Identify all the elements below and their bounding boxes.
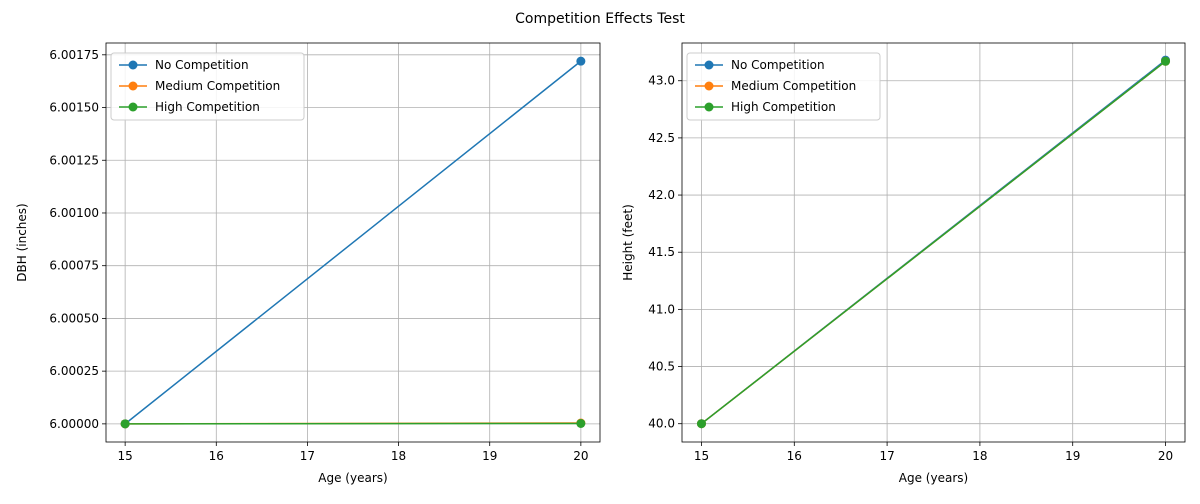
- x-tick-label-2: 17: [879, 449, 894, 463]
- legend-label-2: High Competition: [155, 100, 260, 114]
- x-tick-label-4: 19: [1065, 449, 1080, 463]
- y-axis-label: Height (feet): [621, 204, 635, 281]
- x-tick-label-3: 18: [972, 449, 987, 463]
- x-tick-label-3: 18: [391, 449, 406, 463]
- data-point-0-1: [576, 57, 585, 66]
- legend-marker-1: [705, 82, 714, 91]
- legend-label-1: Medium Competition: [731, 79, 856, 93]
- y-axis-label: DBH (inches): [15, 203, 29, 281]
- height-panel: 15 16 17 18 19 20 40.0 40.5 41.0 41.5 42.0 42.5 43.0…: [621, 43, 1185, 485]
- x-tick-label-0: 15: [694, 449, 709, 463]
- y-tick-label-2: 41.0: [648, 302, 675, 316]
- y-tick-label-3: 41.5: [648, 245, 675, 259]
- legend-marker-0: [705, 61, 714, 70]
- data-point-2-0: [121, 419, 130, 428]
- x-tick-label-1: 16: [787, 449, 802, 463]
- legend-label-2: High Competition: [731, 100, 836, 114]
- legend-marker-2: [705, 103, 714, 112]
- data-point-2-1: [1161, 57, 1170, 66]
- y-tick-label-6: 43.0: [648, 74, 675, 88]
- y-tick-label-3: 6.00075: [49, 259, 99, 273]
- y-tick-label-6: 6.00150: [49, 101, 99, 115]
- x-tick-label-4: 19: [482, 449, 497, 463]
- legend-marker-1: [129, 82, 138, 91]
- y-tick-label-4: 42.0: [648, 188, 675, 202]
- x-tick-label-5: 20: [1158, 449, 1173, 463]
- y-tick-label-5: 42.5: [648, 131, 675, 145]
- x-tick-label-2: 17: [300, 449, 315, 463]
- dbh-panel: 15 16 17 18 19 20 6.00000 6.00025 6.00050 6.00075…: [15, 43, 600, 485]
- y-tick-label-0: 40.0: [648, 417, 675, 431]
- x-tick-label-5: 20: [573, 449, 588, 463]
- x-axis-label: Age (years): [318, 471, 387, 485]
- y-tick-label-0: 6.00000: [49, 417, 99, 431]
- y-tick-label-7: 6.00175: [49, 48, 99, 62]
- y-tick-label-4: 6.00100: [49, 206, 99, 220]
- data-point-2-0: [697, 419, 706, 428]
- figure-title: Competition Effects Test: [515, 11, 685, 27]
- legend-marker-0: [129, 61, 138, 70]
- y-tick-label-5: 6.00125: [49, 153, 99, 167]
- legend-marker-2: [129, 103, 138, 112]
- x-tick-label-1: 16: [209, 449, 224, 463]
- y-tick-label-1: 40.5: [648, 360, 675, 374]
- data-point-2-1: [576, 419, 585, 428]
- x-axis-label: Age (years): [899, 471, 968, 485]
- legend-label-0: No Competition: [731, 58, 825, 72]
- y-tick-label-2: 6.00050: [49, 311, 99, 325]
- legend-label-0: No Competition: [155, 58, 249, 72]
- x-tick-label-0: 15: [117, 449, 132, 463]
- y-tick-label-1: 6.00025: [49, 364, 99, 378]
- legend-label-1: Medium Competition: [155, 79, 280, 93]
